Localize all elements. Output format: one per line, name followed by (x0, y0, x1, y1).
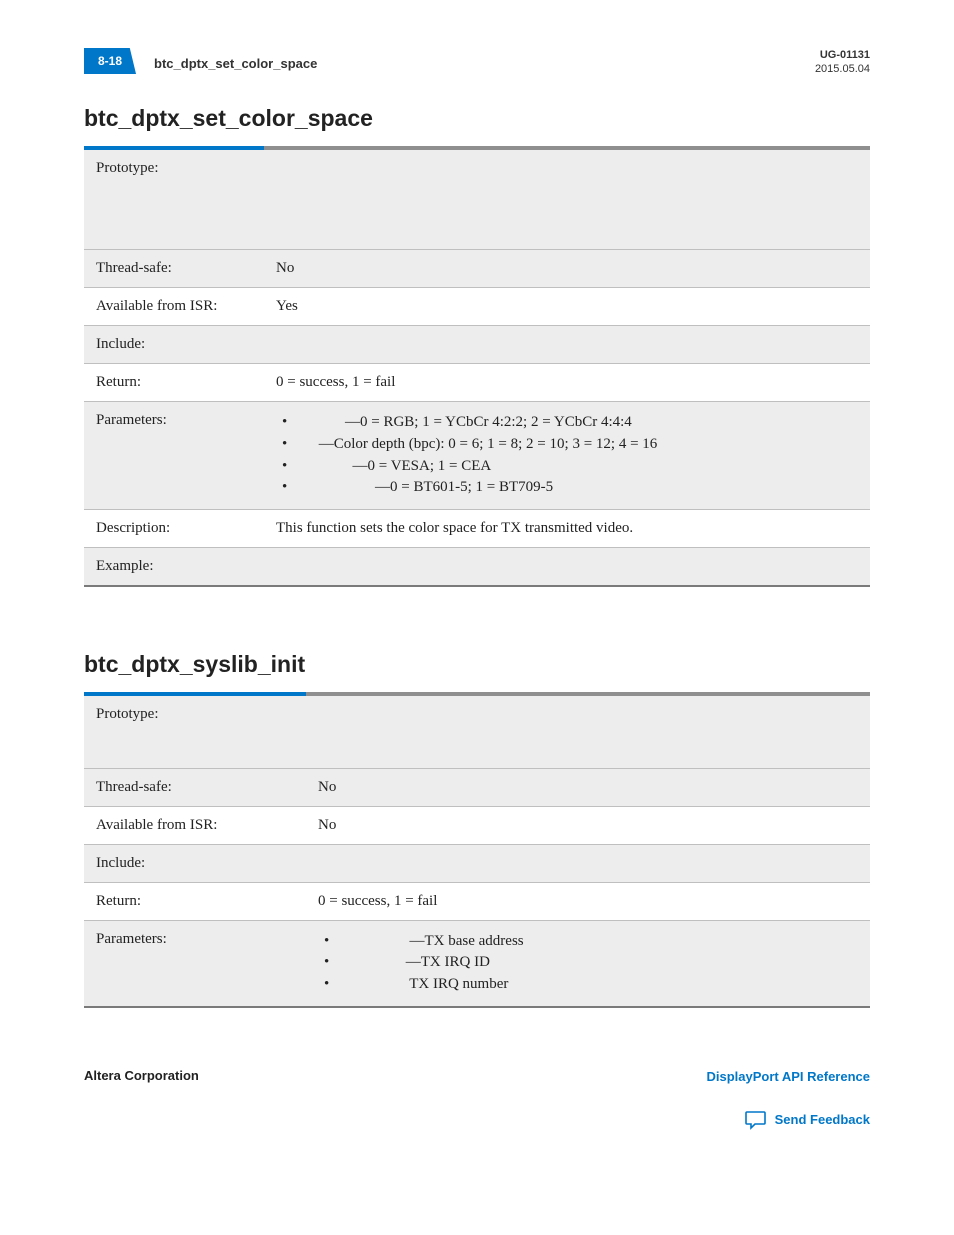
row-label-return: Return: (84, 882, 306, 920)
row-value-return: 0 = success, 1 = fail (264, 364, 870, 402)
page-number-tab: 8-18 (84, 48, 136, 74)
param-text: —0 = RGB; 1 = YCbCr 4:2:2; 2 = YCbCr 4:4… (300, 414, 632, 430)
list-item: —Color depth (bpc): 0 = 6; 1 = 8; 2 = 10… (276, 434, 858, 456)
row-value-parameters: —TX base address —TX IRQ ID TX IRQ numbe… (306, 920, 870, 1007)
table-top-rule (84, 146, 870, 150)
header-left: 8-18 btc_dptx_set_color_space (84, 48, 317, 74)
row-value-include (306, 844, 870, 882)
param-text: —TX IRQ ID (342, 954, 490, 970)
row-label-description: Description: (84, 510, 264, 548)
table-row: Thread-safe: No (84, 768, 870, 806)
doc-date: 2015.05.04 (815, 62, 870, 76)
table-row: Prototype: (84, 150, 870, 250)
table-top-rule (84, 692, 870, 696)
list-item: TX IRQ number (318, 974, 858, 996)
table-row: Include: (84, 326, 870, 364)
section-title-syslib-init: btc_dptx_syslib_init (84, 651, 870, 678)
row-label-include: Include: (84, 326, 264, 364)
row-value-threadsafe: No (306, 768, 870, 806)
breadcrumb: btc_dptx_set_color_space (154, 52, 317, 71)
table-row: Return: 0 = success, 1 = fail (84, 364, 870, 402)
displayport-api-link[interactable]: DisplayPort API Reference (706, 1069, 870, 1084)
row-value-return: 0 = success, 1 = fail (306, 882, 870, 920)
row-label-isr: Available from ISR: (84, 288, 264, 326)
list-item: —0 = RGB; 1 = YCbCr 4:2:2; 2 = YCbCr 4:4… (276, 412, 858, 434)
param-list: —TX base address —TX IRQ ID TX IRQ numbe… (318, 931, 858, 996)
row-value-threadsafe: No (264, 250, 870, 288)
row-label-parameters: Parameters: (84, 402, 264, 510)
row-label-return: Return: (84, 364, 264, 402)
list-item: —TX base address (318, 931, 858, 953)
table-row: Parameters: —TX base address —TX IRQ ID … (84, 920, 870, 1007)
table-row: Thread-safe: No (84, 250, 870, 288)
row-label-isr: Available from ISR: (84, 806, 306, 844)
list-item: —TX IRQ ID (318, 952, 858, 974)
table-row: Available from ISR: No (84, 806, 870, 844)
page-footer: Altera Corporation DisplayPort API Refer… (0, 1068, 954, 1160)
row-label-threadsafe: Thread-safe: (84, 768, 306, 806)
doc-id: UG-01131 (815, 48, 870, 62)
row-label-prototype: Prototype: (84, 696, 306, 768)
api-table-color-space: Prototype: Thread-safe: No Available fro… (84, 150, 870, 588)
send-feedback-link[interactable]: Send Feedback (706, 1110, 870, 1130)
param-text: —TX base address (342, 933, 524, 949)
table-row: Available from ISR: Yes (84, 288, 870, 326)
list-item: —0 = BT601-5; 1 = BT709-5 (276, 477, 858, 499)
table-row: Include: (84, 844, 870, 882)
page-header: 8-18 btc_dptx_set_color_space UG-01131 2… (84, 48, 870, 77)
row-label-prototype: Prototype: (84, 150, 264, 250)
row-label-include: Include: (84, 844, 306, 882)
section-title-color-space: btc_dptx_set_color_space (84, 105, 870, 132)
row-label-threadsafe: Thread-safe: (84, 250, 264, 288)
row-label-example: Example: (84, 548, 264, 587)
row-value-isr: No (306, 806, 870, 844)
row-label-parameters: Parameters: (84, 920, 306, 1007)
table-row: Example: (84, 548, 870, 587)
list-item: —0 = VESA; 1 = CEA (276, 456, 858, 478)
param-list: —0 = RGB; 1 = YCbCr 4:2:2; 2 = YCbCr 4:4… (276, 412, 858, 499)
param-text: —Color depth (bpc): 0 = 6; 1 = 8; 2 = 10… (300, 436, 657, 452)
speech-bubble-icon (745, 1110, 767, 1130)
param-text: —0 = BT601-5; 1 = BT709-5 (300, 479, 553, 495)
footer-right: DisplayPort API Reference Send Feedback (706, 1068, 870, 1130)
table-row: Parameters: —0 = RGB; 1 = YCbCr 4:2:2; 2… (84, 402, 870, 510)
row-value-description: This function sets the color space for T… (264, 510, 870, 548)
row-value-prototype (306, 696, 870, 768)
row-value-parameters: —0 = RGB; 1 = YCbCr 4:2:2; 2 = YCbCr 4:4… (264, 402, 870, 510)
row-value-include (264, 326, 870, 364)
param-text: —0 = VESA; 1 = CEA (300, 458, 491, 474)
table-row: Return: 0 = success, 1 = fail (84, 882, 870, 920)
row-value-isr: Yes (264, 288, 870, 326)
footer-company: Altera Corporation (84, 1068, 199, 1083)
row-value-example (264, 548, 870, 587)
header-right: UG-01131 2015.05.04 (815, 48, 870, 77)
param-text: TX IRQ number (342, 976, 508, 992)
api-table-syslib-init: Prototype: Thread-safe: No Available fro… (84, 696, 870, 1008)
send-feedback-label[interactable]: Send Feedback (775, 1112, 870, 1127)
row-value-prototype (264, 150, 870, 250)
table-row: Prototype: (84, 696, 870, 768)
table-row: Description: This function sets the colo… (84, 510, 870, 548)
